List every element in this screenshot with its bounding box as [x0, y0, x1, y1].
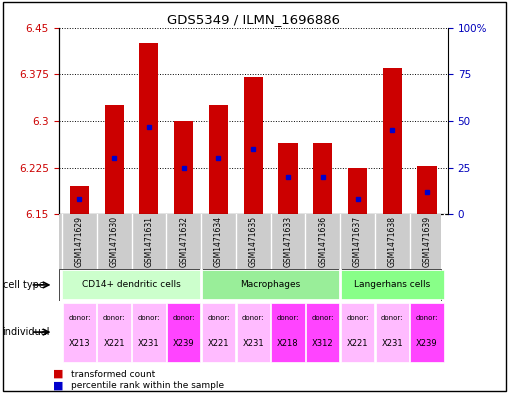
- Text: X221: X221: [347, 339, 369, 348]
- Text: transformed count: transformed count: [71, 370, 156, 378]
- Text: cell type: cell type: [3, 280, 44, 290]
- Text: GSM1471633: GSM1471633: [284, 216, 293, 267]
- Bar: [202, 270, 340, 299]
- Text: X231: X231: [381, 339, 403, 348]
- Bar: [202, 303, 235, 362]
- Bar: [97, 303, 131, 362]
- Bar: [237, 303, 270, 362]
- Text: ■: ■: [53, 369, 64, 379]
- Bar: [105, 105, 124, 214]
- Text: donor:: donor:: [103, 315, 125, 321]
- Text: X221: X221: [208, 339, 229, 348]
- Bar: [174, 121, 193, 214]
- Text: GSM1471632: GSM1471632: [179, 216, 188, 267]
- Text: GSM1471634: GSM1471634: [214, 216, 223, 267]
- Text: donor:: donor:: [312, 315, 334, 321]
- Text: X312: X312: [312, 339, 333, 348]
- Text: X231: X231: [138, 339, 160, 348]
- Bar: [376, 303, 409, 362]
- Bar: [209, 105, 228, 214]
- Bar: [63, 303, 96, 362]
- Bar: [139, 43, 158, 214]
- Text: donor:: donor:: [416, 315, 438, 321]
- Text: X213: X213: [69, 339, 90, 348]
- Text: X221: X221: [103, 339, 125, 348]
- Text: donor:: donor:: [346, 315, 369, 321]
- Text: donor:: donor:: [68, 315, 91, 321]
- Text: donor:: donor:: [137, 315, 160, 321]
- Bar: [167, 303, 201, 362]
- Text: GSM1471638: GSM1471638: [388, 216, 397, 267]
- Text: donor:: donor:: [381, 315, 404, 321]
- Bar: [244, 77, 263, 214]
- Bar: [341, 270, 444, 299]
- Bar: [341, 303, 374, 362]
- Text: GSM1471636: GSM1471636: [318, 216, 327, 267]
- Title: GDS5349 / ILMN_1696886: GDS5349 / ILMN_1696886: [167, 13, 340, 26]
- Bar: [70, 186, 89, 214]
- Text: individual: individual: [3, 327, 50, 337]
- Text: donor:: donor:: [173, 315, 195, 321]
- Bar: [278, 143, 298, 214]
- Text: donor:: donor:: [277, 315, 299, 321]
- Text: GSM1471631: GSM1471631: [145, 216, 153, 267]
- Text: X218: X218: [277, 339, 299, 348]
- Text: GSM1471629: GSM1471629: [75, 216, 84, 267]
- Bar: [410, 303, 444, 362]
- Text: X239: X239: [173, 339, 194, 348]
- Bar: [313, 143, 332, 214]
- Bar: [306, 303, 340, 362]
- Bar: [271, 303, 305, 362]
- Bar: [348, 167, 367, 214]
- Bar: [417, 166, 437, 214]
- Text: donor:: donor:: [242, 315, 265, 321]
- Text: GSM1471639: GSM1471639: [422, 216, 432, 267]
- Text: X231: X231: [242, 339, 264, 348]
- Bar: [132, 303, 165, 362]
- Bar: [383, 68, 402, 214]
- Bar: [63, 270, 201, 299]
- Text: X239: X239: [416, 339, 438, 348]
- Text: percentile rank within the sample: percentile rank within the sample: [71, 382, 224, 390]
- Text: GSM1471635: GSM1471635: [249, 216, 258, 267]
- Text: donor:: donor:: [207, 315, 230, 321]
- Text: Langerhans cells: Langerhans cells: [354, 281, 431, 289]
- Text: GSM1471630: GSM1471630: [109, 216, 119, 267]
- Text: ■: ■: [53, 381, 64, 391]
- Text: Macrophages: Macrophages: [240, 281, 301, 289]
- Text: GSM1471637: GSM1471637: [353, 216, 362, 267]
- Text: CD14+ dendritic cells: CD14+ dendritic cells: [82, 281, 181, 289]
